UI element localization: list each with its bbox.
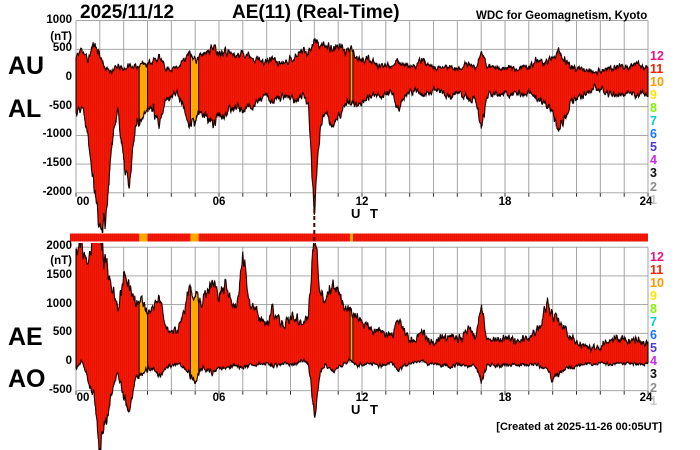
legend-station-count: 2 bbox=[650, 380, 657, 395]
legend-station-count: 8 bbox=[650, 101, 657, 116]
date-title: 2025/11/12 bbox=[80, 2, 175, 23]
x-tick-label: 18 bbox=[498, 392, 512, 404]
legend-station-count: 2 bbox=[650, 179, 657, 194]
y-tick-label: 500 bbox=[52, 326, 72, 338]
unit-label-upper: (nT) bbox=[50, 31, 72, 43]
legend-station-count: 4 bbox=[650, 153, 657, 168]
y-tick-label: 2000 bbox=[46, 240, 72, 252]
y-tick-label: 0 bbox=[65, 71, 72, 83]
created-timestamp: [Created at 2025-11-26 00:05UT] bbox=[496, 421, 662, 433]
index-label-ao: AO bbox=[8, 365, 46, 393]
source-label: WDC for Geomagnetism, Kyoto bbox=[476, 10, 648, 22]
legend-station-count: 8 bbox=[650, 302, 657, 317]
unit-label-lower: (nT) bbox=[50, 255, 72, 267]
index-label-al: AL bbox=[8, 95, 42, 123]
y-tick-label: -1000 bbox=[42, 128, 72, 140]
x-tick-label: 24 bbox=[639, 196, 653, 208]
x-tick-label: 18 bbox=[498, 196, 512, 208]
x-tick-label: 12 bbox=[355, 392, 369, 404]
x-tick-label: 00 bbox=[76, 392, 90, 404]
legend-station-count: 11 bbox=[650, 263, 664, 278]
y-tick-label: 500 bbox=[52, 42, 72, 54]
y-tick-label: -2000 bbox=[42, 186, 72, 198]
x-tick-label: 24 bbox=[639, 392, 653, 404]
x-tick-label: 00 bbox=[76, 196, 90, 208]
legend-station-count: 7 bbox=[650, 114, 657, 129]
legend-station-count: 7 bbox=[650, 315, 657, 330]
legend-station-count: 5 bbox=[650, 341, 657, 356]
legend-station-count: 3 bbox=[650, 166, 657, 181]
legend-station-count: 1 bbox=[650, 192, 657, 207]
legend-station-count: 5 bbox=[650, 140, 657, 155]
x-tick-label: 06 bbox=[212, 196, 226, 208]
y-tick-label: 1000 bbox=[46, 14, 72, 26]
legend-station-count: 11 bbox=[650, 62, 664, 76]
legend-station-count: 10 bbox=[650, 276, 664, 291]
y-tick-label: 0 bbox=[65, 355, 72, 367]
legend-station-count: 9 bbox=[650, 289, 657, 304]
legend-station-count: 6 bbox=[650, 127, 657, 142]
legend-station-count: 6 bbox=[650, 328, 657, 343]
ut-label-lower: U T bbox=[351, 402, 381, 417]
legend-station-count: 12 bbox=[650, 250, 664, 264]
y-tick-label: -1500 bbox=[42, 157, 72, 169]
legend-station-count: 10 bbox=[650, 75, 664, 90]
y-tick-label: -500 bbox=[48, 384, 72, 396]
page-title: AE(11) (Real-Time) bbox=[232, 2, 400, 23]
y-tick-label: -500 bbox=[48, 100, 72, 112]
legend-station-count: 9 bbox=[650, 88, 657, 103]
y-tick-label: 1500 bbox=[46, 269, 72, 281]
legend-station-count: 12 bbox=[650, 49, 664, 63]
ut-label-upper: U T bbox=[351, 206, 381, 221]
x-tick-label: 12 bbox=[355, 196, 369, 208]
legend-station-count: 3 bbox=[650, 367, 657, 382]
legend-station-count: 4 bbox=[650, 354, 657, 369]
y-tick-label: 1000 bbox=[46, 298, 72, 310]
index-label-ae: AE bbox=[8, 323, 43, 351]
index-label-au: AU bbox=[8, 52, 45, 80]
legend-station-count: 1 bbox=[650, 393, 657, 408]
x-tick-label: 06 bbox=[212, 392, 226, 404]
